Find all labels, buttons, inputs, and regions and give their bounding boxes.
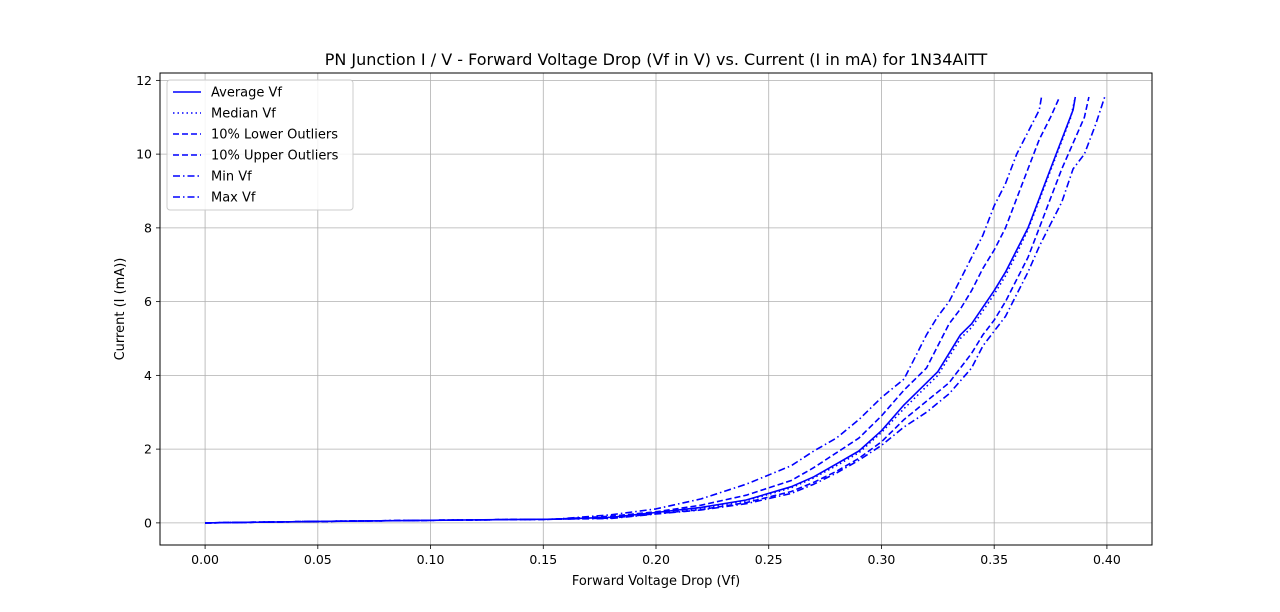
y-tick-label: 10 [136, 147, 152, 162]
y-tick-label: 4 [144, 368, 152, 383]
y-tick-label: 6 [144, 294, 152, 309]
chart-title: PN Junction I / V - Forward Voltage Drop… [325, 50, 988, 69]
x-axis-label: Forward Voltage Drop (Vf) [572, 574, 740, 589]
series-line-5 [205, 96, 1106, 524]
legend-label: 10% Upper Outliers [211, 149, 339, 164]
series-lines [205, 96, 1106, 524]
y-tick-label: 0 [144, 515, 152, 530]
x-tick-label: 0.05 [304, 552, 332, 567]
x-tick-label: 0.20 [642, 552, 670, 567]
x-tick-label: 0.25 [755, 552, 783, 567]
series-line-3 [205, 96, 1090, 524]
x-tick-label: 0.40 [1093, 552, 1121, 567]
y-tick-label: 2 [144, 442, 152, 457]
legend-label: Max Vf [211, 191, 256, 206]
series-line-2 [205, 96, 1077, 524]
legend-label: Min Vf [211, 170, 252, 185]
x-tick-label: 0.00 [191, 552, 219, 567]
series-line-1 [205, 96, 1077, 524]
legend: Average Vf Median Vf 10% Lower Outliers 10%… [166, 79, 354, 211]
y-axis-label: Current (I (mA)) [113, 258, 128, 361]
y-tick-label: 12 [136, 73, 152, 88]
x-tick-label: 0.10 [417, 552, 445, 567]
series-line-4 [205, 96, 1061, 524]
x-tick-label: 0.35 [980, 552, 1008, 567]
y-tick-label: 8 [144, 220, 152, 235]
legend-label: 10% Lower Outliers [211, 128, 338, 143]
y-axis-ticks: 0 2 4 6 8 10 12 [136, 73, 160, 530]
x-tick-label: 0.30 [868, 552, 896, 567]
legend-label: Median Vf [211, 107, 276, 122]
x-tick-label: 0.15 [529, 552, 557, 567]
legend-box [166, 79, 354, 211]
legend-label: Average Vf [211, 86, 282, 101]
series-line-6 [205, 96, 1043, 524]
x-axis-ticks: 0.00 0.05 0.10 0.15 0.20 0.25 0.30 0.35 0.40 [191, 545, 1121, 567]
